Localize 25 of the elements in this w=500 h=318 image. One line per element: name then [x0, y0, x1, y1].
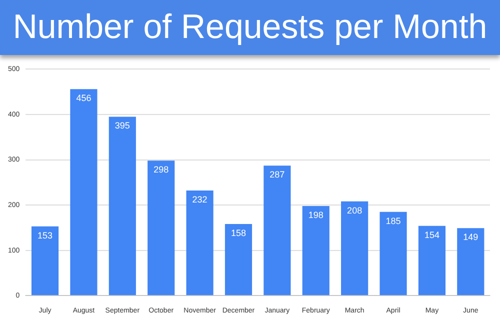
data-label: 153 [38, 230, 53, 240]
bar [31, 226, 59, 296]
bar [341, 201, 368, 296]
data-label: 208 [347, 205, 362, 216]
data-label: 198 [308, 210, 324, 220]
bar [70, 89, 98, 296]
data-label: 149 [463, 232, 478, 242]
bar [457, 228, 484, 296]
bar [380, 212, 407, 296]
bar [224, 224, 252, 296]
bar [108, 116, 136, 296]
bar [418, 226, 446, 296]
data-label: 154 [424, 230, 440, 240]
data-label: 395 [114, 120, 130, 131]
bar [302, 206, 330, 296]
data-label: 158 [230, 228, 246, 238]
data-label: 185 [386, 216, 401, 226]
data-label: 232 [192, 194, 208, 205]
data-label: 298 [154, 164, 169, 175]
data-label: 456 [76, 93, 92, 104]
chart-title: Number of Requests per Month [0, 0, 500, 55]
bar [186, 190, 214, 296]
bar [148, 160, 175, 296]
data-label: 287 [270, 170, 285, 180]
bar [264, 166, 291, 296]
